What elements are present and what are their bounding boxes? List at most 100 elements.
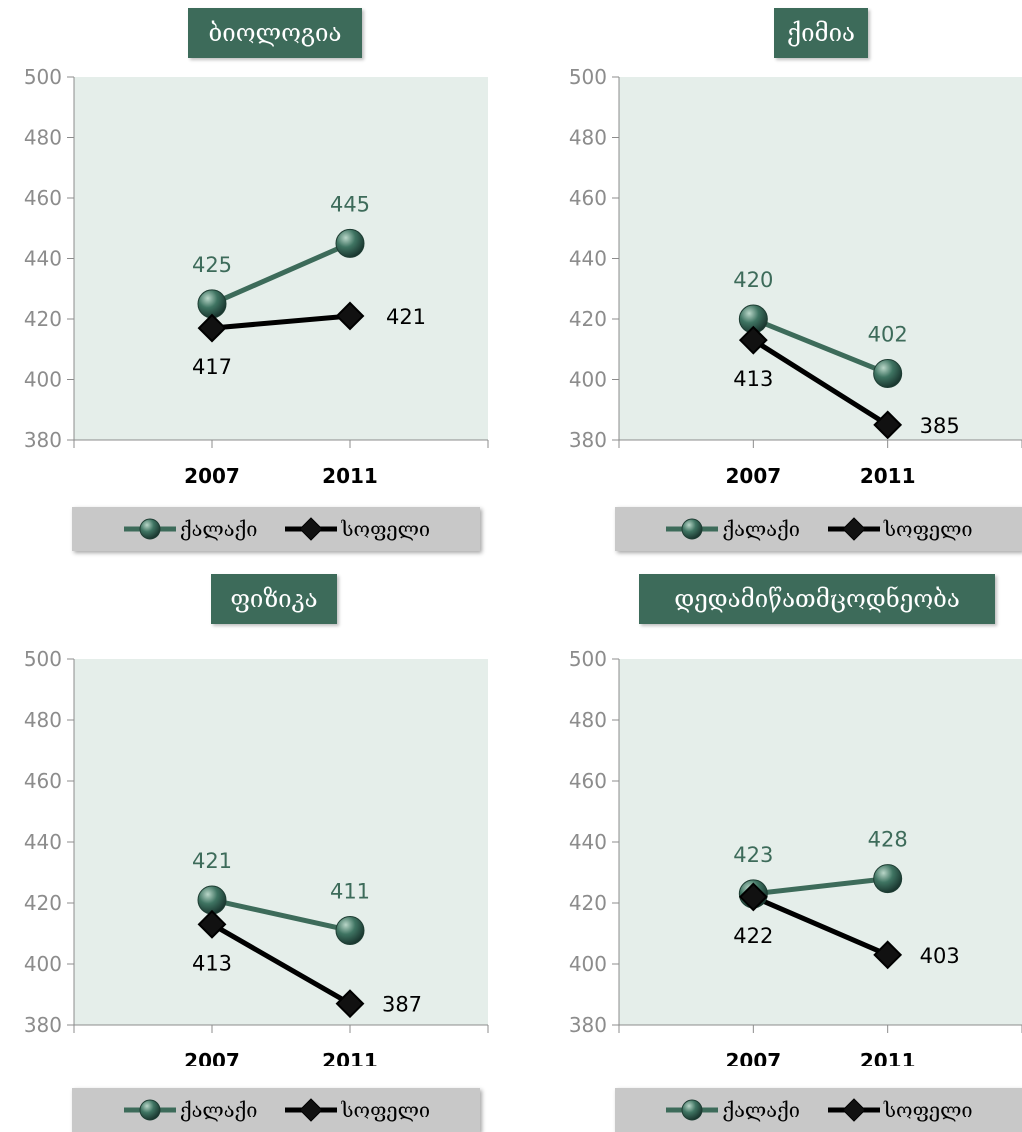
y-tick-label: 480	[24, 126, 62, 150]
series-line-city	[210, 241, 352, 307]
series-line-city	[753, 876, 888, 897]
y-tick-label: 500	[24, 65, 62, 89]
chart-panel-chemistry: ქიმია 380 400 420 440 460 480 500 2007 2011 420 40…	[511, 0, 1022, 566]
data-label: 413	[192, 951, 232, 975]
line-chart: 380 400 420 440 460 480 500 2007 2011 420 402 413 38…	[569, 65, 1022, 488]
y-tick-label: 440	[24, 830, 62, 854]
y-tick-label: 420	[24, 891, 62, 915]
chart-title: დედამიწათმცოდნეობა	[639, 574, 995, 624]
x-tick-label: 2011	[322, 464, 378, 488]
data-label: 413	[733, 367, 773, 391]
y-tick-label: 460	[569, 186, 607, 210]
y-tick-label: 500	[569, 647, 607, 671]
x-tick-label: 2007	[725, 464, 781, 488]
data-point-city	[335, 228, 365, 258]
y-tick-label: 440	[569, 830, 607, 854]
legend-diamond-icon	[827, 1098, 880, 1122]
data-label: 423	[733, 843, 773, 867]
x-tick-label: 2007	[184, 1049, 240, 1066]
y-tick-label: 420	[569, 307, 607, 331]
y-tick-label: 420	[24, 307, 62, 331]
legend: ქალაქი სოფელი	[615, 1088, 1022, 1132]
chart-panel-earth-science: დედამიწათმცოდნეობა 380 400 420 440 460 480 500…	[511, 566, 1022, 1132]
chart-panel-physics: ფიზიკა 380 400 420 440 460 480 500 2007 2011 421 4…	[0, 566, 511, 1132]
legend-diamond-icon	[285, 517, 338, 541]
plot-area	[74, 77, 488, 440]
data-label: 402	[868, 322, 908, 346]
data-label: 403	[920, 944, 960, 968]
y-tick-label: 380	[569, 428, 607, 452]
y-tick-label: 400	[569, 952, 607, 976]
data-point-village	[197, 313, 227, 343]
data-label: 428	[868, 828, 908, 852]
data-point-village	[738, 325, 768, 355]
line-chart: 380 400 420 440 460 480 500 2007 2011 425 445 417 42…	[24, 65, 489, 488]
y-tick-label: 380	[569, 1013, 607, 1037]
legend: ქალაქი სოფელი	[72, 1088, 480, 1132]
legend-label: სოფელი	[341, 517, 431, 541]
y-tick-label: 500	[24, 647, 62, 671]
legend: ქალაქი სოფელი	[615, 507, 1022, 551]
legend-label: ქალაქი	[722, 1098, 800, 1122]
legend-label: ქალაქი	[179, 517, 258, 541]
legend-item-city: ქალაქი	[664, 1097, 800, 1123]
data-point-village	[873, 940, 903, 970]
data-point-village	[197, 909, 227, 939]
legend-diamond-icon	[285, 1098, 338, 1122]
data-point-city	[335, 915, 365, 945]
y-tick-label: 420	[569, 891, 607, 915]
chart-title: ბიოლოგია	[188, 8, 362, 58]
legend-item-village: სოფელი	[283, 516, 430, 542]
legend-circle-icon	[123, 1099, 176, 1121]
legend-item-city: ქალაქი	[122, 516, 258, 542]
data-label: 425	[192, 253, 232, 277]
data-label: 421	[192, 849, 232, 873]
data-label: 411	[330, 879, 370, 903]
series-line-village	[211, 313, 351, 331]
data-label: 387	[382, 993, 422, 1017]
x-tick-label: 2007	[184, 464, 240, 488]
line-chart: 380 400 420 440 460 480 500 2007 2011 423 428 422 40…	[569, 647, 1022, 1066]
plot-area	[619, 659, 1022, 1025]
data-label: 420	[733, 268, 773, 292]
legend-label: სოფელი	[341, 1098, 431, 1122]
series-line-village	[210, 922, 352, 1006]
y-tick-label: 400	[569, 368, 607, 392]
plot-area	[619, 77, 1022, 440]
legend-circle-icon	[123, 518, 176, 540]
series-line-city	[752, 316, 889, 376]
y-tick-label: 400	[24, 952, 62, 976]
y-tick-label: 460	[24, 769, 62, 793]
y-tick-label: 380	[24, 428, 62, 452]
data-point-village	[335, 989, 365, 1019]
legend-label: სოფელი	[883, 1098, 973, 1122]
data-point-village	[873, 410, 903, 440]
data-point-village	[738, 882, 768, 912]
y-tick-label: 480	[569, 126, 607, 150]
data-label: 445	[330, 192, 370, 216]
y-tick-label: 400	[24, 368, 62, 392]
plot-area	[74, 659, 488, 1025]
data-label: 385	[920, 414, 960, 438]
y-tick-label: 460	[24, 186, 62, 210]
chart-title: ქიმია	[774, 8, 868, 58]
legend-item-city: ქალაქი	[122, 1097, 258, 1123]
y-tick-label: 440	[24, 247, 62, 271]
x-tick-label: 2007	[725, 1049, 781, 1066]
legend-diamond-icon	[827, 517, 880, 541]
x-tick-label: 2011	[860, 464, 916, 488]
x-tick-label: 2011	[860, 1049, 916, 1066]
legend-circle-icon	[666, 518, 719, 540]
y-tick-label: 440	[569, 247, 607, 271]
legend-label: სოფელი	[883, 517, 973, 541]
legend-item-city: ქალაქი	[664, 516, 800, 542]
legend-label: ქალაქი	[179, 1098, 258, 1122]
data-label: 417	[192, 355, 232, 379]
y-tick-label: 460	[569, 769, 607, 793]
legend-item-village: სოფელი	[826, 1097, 973, 1123]
chart-panel-biology: ბიოლოგია 380 400 420 440 460 480 500 2007 2011 42…	[0, 0, 511, 566]
y-tick-label: 480	[569, 708, 607, 732]
data-point-city	[873, 358, 903, 388]
x-tick-label: 2011	[322, 1049, 378, 1066]
chart-title: ფიზიკა	[211, 574, 337, 624]
